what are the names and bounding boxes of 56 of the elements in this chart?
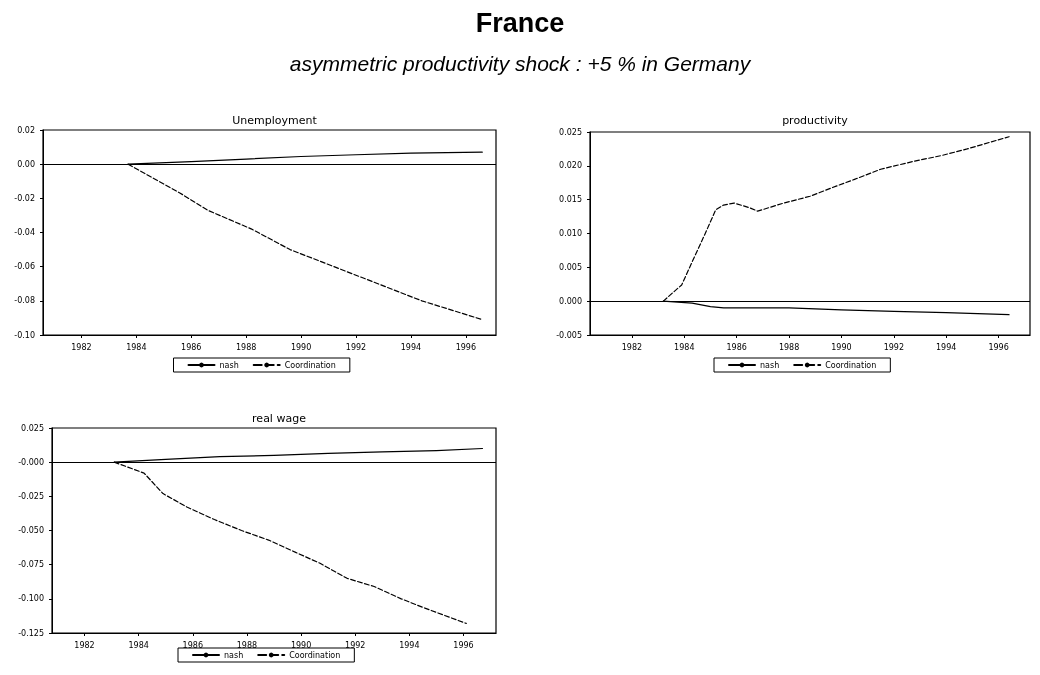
x-tick-label: 1992 — [883, 342, 904, 352]
y-tick-label: 0.010 — [559, 229, 582, 238]
y-tick-label: 0.015 — [559, 195, 582, 205]
x-tick-label: 1982 — [621, 342, 643, 352]
y-tick-label: 0.025 — [559, 127, 582, 137]
chart-title: productivity — [782, 114, 849, 127]
x-tick-label: 1994 — [936, 342, 957, 352]
x-tick-label: 1988 — [236, 640, 258, 650]
y-tick-label: -0.000 — [18, 457, 44, 467]
x-tick-label: 1994 — [399, 640, 420, 650]
x-tick-label: 1990 — [831, 342, 852, 352]
chart-title: real wage — [252, 412, 307, 425]
x-tick-label: 1986 — [181, 342, 202, 352]
y-tick-label: -0.075 — [18, 560, 44, 570]
y-tick-label: -0.10 — [14, 330, 35, 340]
text: asymmetric productivity shock : +5 % in Germany — [288, 52, 752, 76]
x-tick-label: 1996 — [453, 640, 474, 650]
x-tick-label: 1984 — [126, 342, 147, 352]
y-tick-label: -0.02 — [14, 193, 35, 203]
y-tick-label: -0.050 — [18, 526, 44, 535]
y-tick-label: -0.100 — [18, 594, 44, 604]
legend-label: Coordination — [289, 650, 341, 660]
y-tick-label: -0.04 — [14, 228, 35, 237]
y-tick-label: 0.000 — [559, 296, 582, 306]
x-tick-label: 1986 — [726, 342, 747, 352]
text: France — [474, 8, 566, 39]
x-tick-label: 1994 — [400, 342, 422, 352]
y-tick-label: 0.00 — [17, 159, 35, 169]
legend-label: nash — [760, 360, 780, 370]
x-tick-label: 1982 — [74, 640, 95, 650]
x-tick-label: 1992 — [345, 342, 367, 352]
y-tick-label: 0.020 — [559, 161, 582, 171]
y-tick-label: -0.125 — [18, 628, 44, 638]
legend-label: nash — [219, 360, 239, 370]
legend-label: nash — [224, 650, 244, 660]
y-tick-label: 0.02 — [17, 125, 35, 135]
x-tick-label: 1990 — [290, 342, 312, 352]
y-tick-label: 0.025 — [21, 423, 44, 433]
chart-title: Unemployment — [232, 114, 318, 127]
x-tick-label: 1992 — [345, 640, 366, 650]
y-tick-label: -0.06 — [14, 262, 35, 272]
x-tick-label: 1984 — [674, 342, 695, 352]
x-tick-label: 1982 — [71, 342, 92, 352]
x-tick-label: 1984 — [128, 640, 149, 650]
x-tick-label: 1988 — [235, 342, 257, 352]
y-tick-label: 0.005 — [559, 262, 582, 272]
x-tick-label: 1996 — [455, 342, 476, 352]
x-tick-label: 1986 — [182, 640, 203, 650]
y-tick-label: -0.005 — [556, 330, 582, 340]
y-tick-label: -0.08 — [14, 296, 35, 306]
legend-label: Coordination — [284, 360, 336, 370]
legend-label: Coordination — [825, 360, 877, 370]
x-tick-label: 1996 — [988, 342, 1009, 352]
y-tick-label: -0.025 — [18, 491, 44, 501]
x-tick-label: 1988 — [778, 342, 800, 352]
x-tick-label: 1990 — [290, 640, 312, 650]
